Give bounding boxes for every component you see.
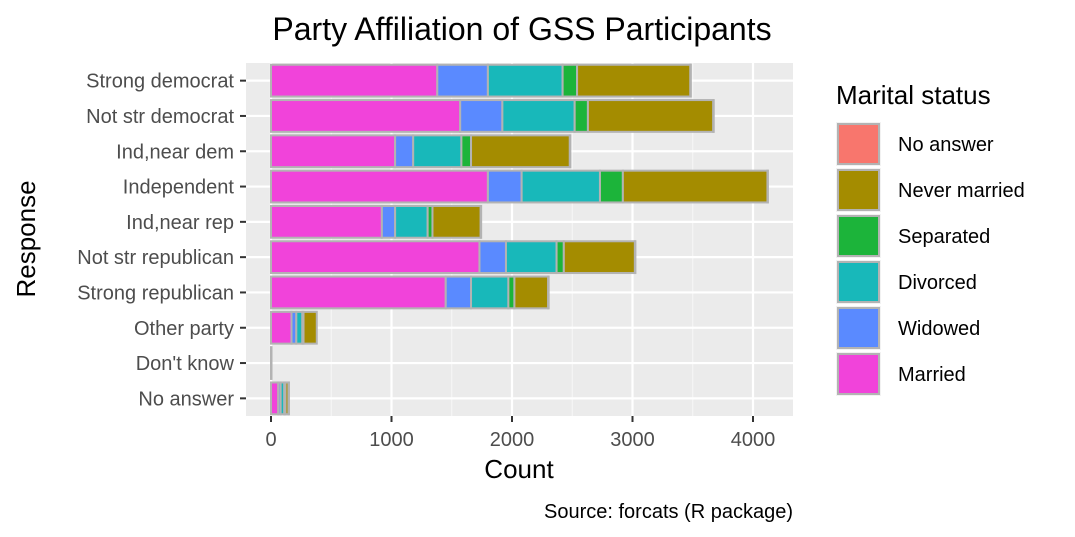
bar-segment [520, 169, 601, 204]
x-axis-title: Count [484, 454, 554, 484]
bar-segment [478, 240, 507, 275]
y-tick-label: Ind,near dem [116, 141, 234, 163]
bar-segment [380, 204, 397, 239]
legend-key [837, 307, 880, 349]
bars [270, 63, 769, 416]
bar-segment [689, 63, 692, 98]
bar-segment [555, 240, 565, 275]
bar-segment [573, 99, 589, 133]
x-axis: 0 1000 2000 3000 4000 [265, 416, 775, 451]
legend-title: Marital status [836, 80, 991, 110]
bar-segment [270, 99, 462, 133]
x-tick-label: 1000 [369, 429, 414, 451]
bar-segment [513, 275, 550, 310]
y-tick-label: Not str republican [77, 247, 234, 269]
bar-segment [270, 275, 447, 310]
y-tick-label: Not str democrat [86, 106, 234, 128]
bar-segment [470, 275, 510, 310]
bar-segment [436, 63, 489, 98]
legend-label: No answer [898, 134, 994, 156]
bar-segment [479, 204, 483, 239]
bar-segment [460, 134, 473, 169]
bar-segment [633, 240, 637, 275]
legend-label: Widowed [898, 318, 980, 340]
legend-key [837, 169, 880, 211]
bar-segment [621, 169, 769, 204]
x-tick-label: 4000 [731, 429, 776, 451]
chart-caption: Source: forcats (R package) [544, 501, 793, 523]
y-axis: Strong democrat Not str democrat Ind,near … [77, 71, 246, 410]
bar-segment [270, 240, 481, 275]
chart-title: Party Affiliation of GSS Participants [272, 11, 771, 47]
legend: No answer Never married Separated Divorced W… [836, 122, 1025, 396]
bar-segment [431, 204, 482, 239]
bar-segment [547, 275, 550, 310]
bar-segment [598, 169, 624, 204]
legend-key [837, 261, 880, 303]
legend-label: Married [898, 364, 966, 386]
bar-segment [270, 310, 293, 345]
bar-segment [766, 169, 769, 204]
bar-segment [270, 169, 489, 204]
legend-label: Never married [898, 180, 1025, 202]
bar-segment [270, 63, 439, 98]
y-tick-label: Strong republican [77, 282, 234, 304]
bar-segment [561, 63, 579, 98]
bar-segment [562, 240, 636, 275]
y-tick-label: Independent [123, 177, 235, 199]
y-axis-title: Response [11, 180, 41, 297]
y-tick-label: No answer [138, 388, 234, 410]
bar-segment [568, 134, 572, 169]
bar-segment [302, 310, 318, 345]
y-tick-label: Strong democrat [86, 71, 234, 93]
legend-key [837, 215, 880, 257]
legend-key [837, 123, 880, 165]
bar-segment [270, 346, 273, 380]
bar-segment [459, 99, 504, 133]
legend-label: Divorced [898, 272, 977, 294]
bar-segment [504, 240, 558, 275]
bar-segment [270, 381, 280, 416]
bar-segment [576, 63, 692, 98]
bar-segment [501, 99, 576, 133]
bar-segment [394, 204, 429, 239]
bar-segment [270, 204, 383, 239]
bar-segment [586, 99, 715, 133]
y-tick-label: Other party [134, 318, 234, 340]
x-tick-label: 3000 [610, 429, 655, 451]
y-tick-label: Don't know [136, 353, 235, 375]
y-tick-label: Ind,near rep [126, 212, 234, 234]
bar-segment [712, 99, 715, 133]
legend-key [837, 353, 880, 395]
x-tick-label: 2000 [490, 429, 535, 451]
bar-segment [486, 169, 523, 204]
x-tick-label: 0 [265, 429, 276, 451]
bar-segment [270, 134, 397, 169]
legend-label: Separated [898, 226, 990, 248]
bar-segment [444, 275, 473, 310]
bar-segment [470, 134, 571, 169]
bar-segment [394, 134, 415, 169]
bar-segment [486, 63, 564, 98]
bar-segment [412, 134, 463, 169]
bar-segment [287, 381, 290, 416]
